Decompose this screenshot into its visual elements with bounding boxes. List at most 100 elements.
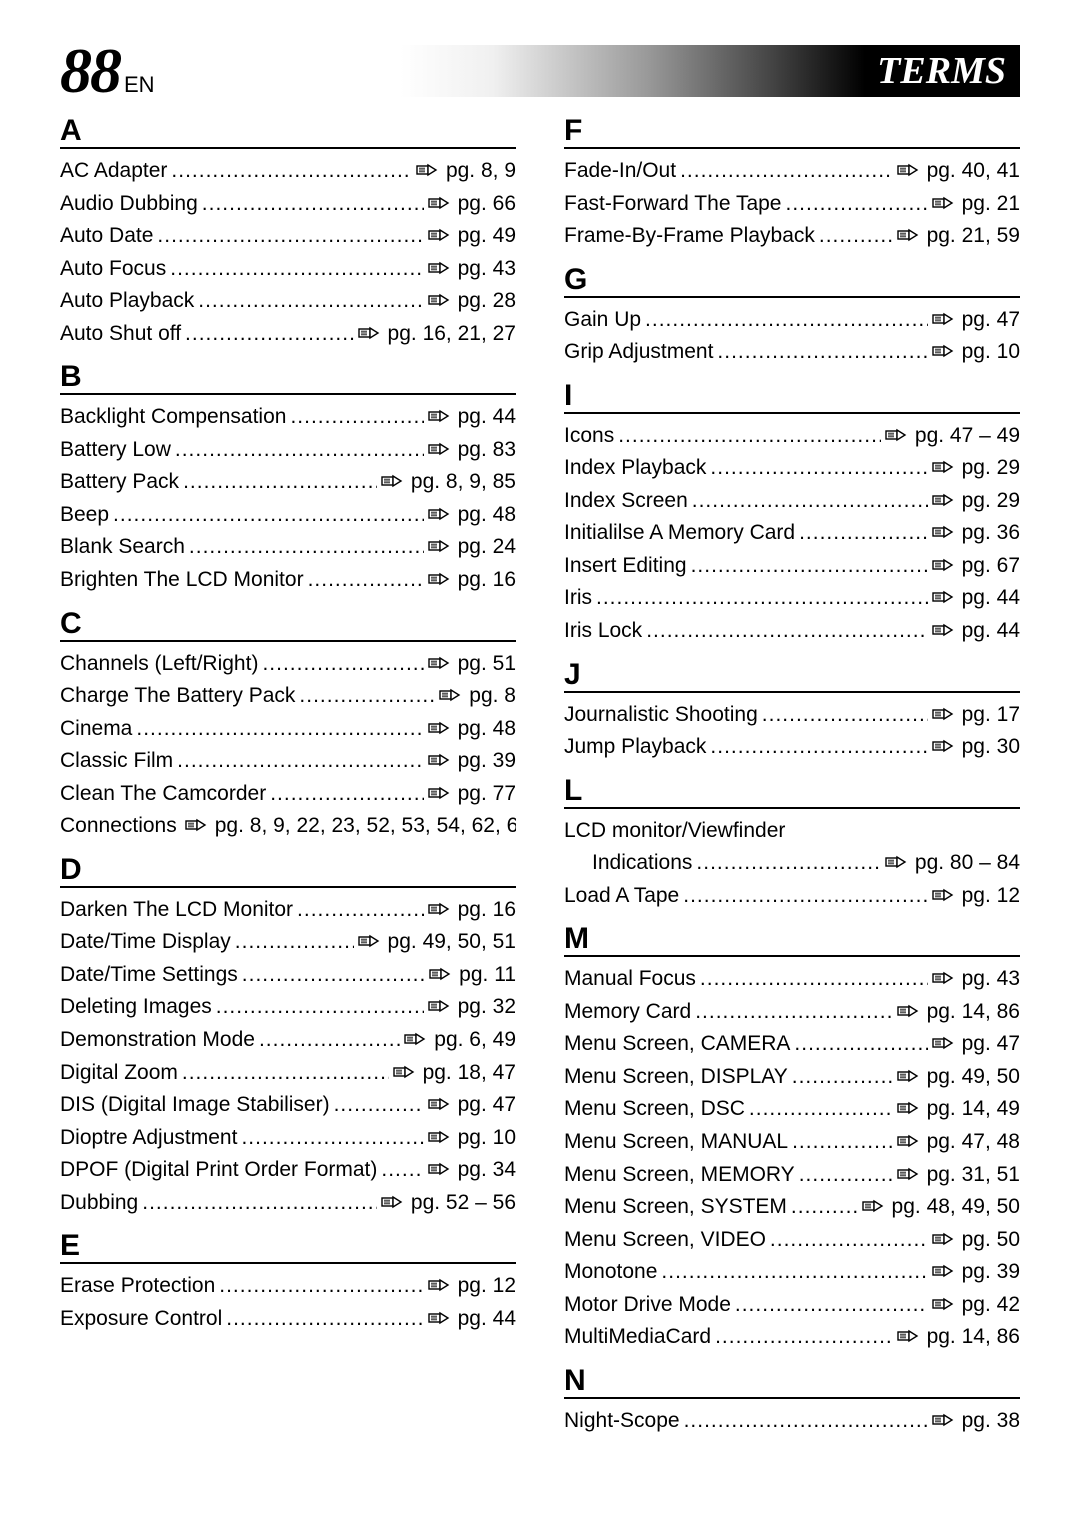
index-term: MultiMediaCard [564, 1321, 711, 1354]
page-reference: pg. 21, 59 [897, 220, 1020, 253]
page-reference: pg. 16 [428, 564, 516, 597]
index-entry: Menu Screen, MEMORY pg. 31, 51 [564, 1159, 1020, 1192]
page-numbers: pg. 47 – 49 [915, 420, 1020, 453]
page-numbers: pg. 38 [962, 1405, 1020, 1438]
page-ref-icon [429, 967, 451, 981]
index-term: AC Adapter [60, 155, 167, 188]
page-ref-icon [428, 721, 450, 735]
leader-dots [334, 1089, 424, 1122]
page-ref-icon [897, 163, 919, 177]
index-entry: DPOF (Digital Print Order Format) pg. 34 [60, 1154, 516, 1187]
page-ref-icon [381, 474, 403, 488]
section-letter: F [564, 114, 1020, 149]
page-numbers: pg. 51 [458, 648, 516, 681]
page-reference: pg. 8 [439, 680, 516, 713]
page-numbers: pg. 14, 49 [927, 1093, 1020, 1126]
page-reference: pg. 67 [932, 550, 1020, 583]
page-ref-icon [428, 507, 450, 521]
leader-dots [262, 648, 423, 681]
page-numbers: pg. 39 [962, 1256, 1020, 1289]
page-reference: pg. 32 [428, 991, 516, 1024]
index-entry: Clean The Camcorder pg. 77 [60, 778, 516, 811]
page-reference: pg. 38 [932, 1405, 1020, 1438]
page-ref-icon [381, 1195, 403, 1209]
index-term: Date/Time Settings [60, 959, 238, 992]
index-entry: Memory Card pg. 14, 86 [564, 996, 1020, 1029]
page-ref-icon [932, 739, 954, 753]
index-entry: Auto Shut off pg. 16, 21, 27 [60, 318, 516, 351]
page-ref-icon [185, 818, 207, 832]
index-term: Iris [564, 582, 592, 615]
page-numbers: pg. 44 [458, 401, 516, 434]
terms-banner: TERMS [400, 45, 1020, 97]
page-reference: pg. 42 [932, 1289, 1020, 1322]
page-numbers: pg. 67 [962, 550, 1020, 583]
page-numbers: pg. 21, 59 [927, 220, 1020, 253]
index-term: Grip Adjustment [564, 336, 713, 369]
page-ref-icon [428, 442, 450, 456]
leader-dots [189, 531, 424, 564]
leader-dots [710, 452, 927, 485]
leader-dots [299, 680, 435, 713]
index-entry: Motor Drive Mode pg. 42 [564, 1289, 1020, 1322]
page-numbers: pg. 43 [962, 963, 1020, 996]
page-numbers: pg. 21 [962, 188, 1020, 221]
index-term: Menu Screen, DSC [564, 1093, 745, 1126]
index-entry: Menu Screen, DSC pg. 14, 49 [564, 1093, 1020, 1126]
page-ref-icon [428, 1278, 450, 1292]
page-ref-icon [932, 1264, 954, 1278]
page-ref-icon [932, 971, 954, 985]
page-ref-icon [897, 1004, 919, 1018]
page-numbers: pg. 48 [458, 499, 516, 532]
index-entry: MultiMediaCard pg. 14, 86 [564, 1321, 1020, 1354]
index-entry: Menu Screen, CAMERA pg. 47 [564, 1028, 1020, 1061]
page-reference: pg. 49, 50, 51 [358, 926, 516, 959]
index-term: Manual Focus [564, 963, 696, 996]
page-numbers: pg. 47, 48 [927, 1126, 1020, 1159]
page-numbers: pg. 28 [458, 285, 516, 318]
page-reference: pg. 44 [428, 401, 516, 434]
index-entry: Index Playback pg. 29 [564, 452, 1020, 485]
index-entry: Darken The LCD Monitor pg. 16 [60, 894, 516, 927]
index-term: Jump Playback [564, 731, 706, 764]
page-reference: pg. 48 [428, 499, 516, 532]
page-reference: pg. 11 [429, 959, 516, 992]
index-entry: Cinema pg. 48 [60, 713, 516, 746]
index-entry: Iris Lock pg. 44 [564, 615, 1020, 648]
leader-dots [684, 1405, 928, 1438]
page-numbers: pg. 30 [962, 731, 1020, 764]
section-letter: C [60, 607, 516, 642]
index-term: Memory Card [564, 996, 691, 1029]
page-ref-icon [897, 1134, 919, 1148]
leader-dots [645, 304, 928, 337]
index-term: Index Playback [564, 452, 706, 485]
page-numbers: pg. 18, 47 [423, 1057, 516, 1090]
page-numbers: pg. 50 [962, 1224, 1020, 1257]
page-numbers: pg. 47 [962, 1028, 1020, 1061]
page-numbers: pg. 40, 41 [927, 155, 1020, 188]
index-entry: Blank Search pg. 24 [60, 531, 516, 564]
page-reference: pg. 49 [428, 220, 516, 253]
page-reference: pg. 8, 9, 22, 23, 52, 53, 54, 62, 68, 69 [185, 810, 516, 843]
page-numbers: pg. 24 [458, 531, 516, 564]
page-ref-icon [439, 688, 461, 702]
index-term: Fade-In/Out [564, 155, 676, 188]
page-ref-icon [932, 590, 954, 604]
page-ref-icon [428, 572, 450, 586]
page-ref-icon [885, 428, 907, 442]
index-term: Battery Pack [60, 466, 179, 499]
page-reference: pg. 14, 49 [897, 1093, 1020, 1126]
index-term: Dubbing [60, 1187, 138, 1220]
index-entry: Charge The Battery Pack pg. 8 [60, 680, 516, 713]
page-reference: pg. 39 [428, 745, 516, 778]
page-reference: pg. 21 [932, 188, 1020, 221]
index-term: Icons [564, 420, 614, 453]
page-ref-icon [932, 493, 954, 507]
index-entry: Menu Screen, SYSTEM pg. 48, 49, 50 [564, 1191, 1020, 1224]
page-ref-icon [932, 1297, 954, 1311]
page-ref-icon [932, 888, 954, 902]
page-reference: pg. 12 [932, 880, 1020, 913]
page-ref-icon [428, 1097, 450, 1111]
index-entry: Icons pg. 47 – 49 [564, 420, 1020, 453]
page-numbers: pg. 8, 9, 22, 23, 52, 53, 54, 62, 68, 69 [215, 810, 516, 843]
